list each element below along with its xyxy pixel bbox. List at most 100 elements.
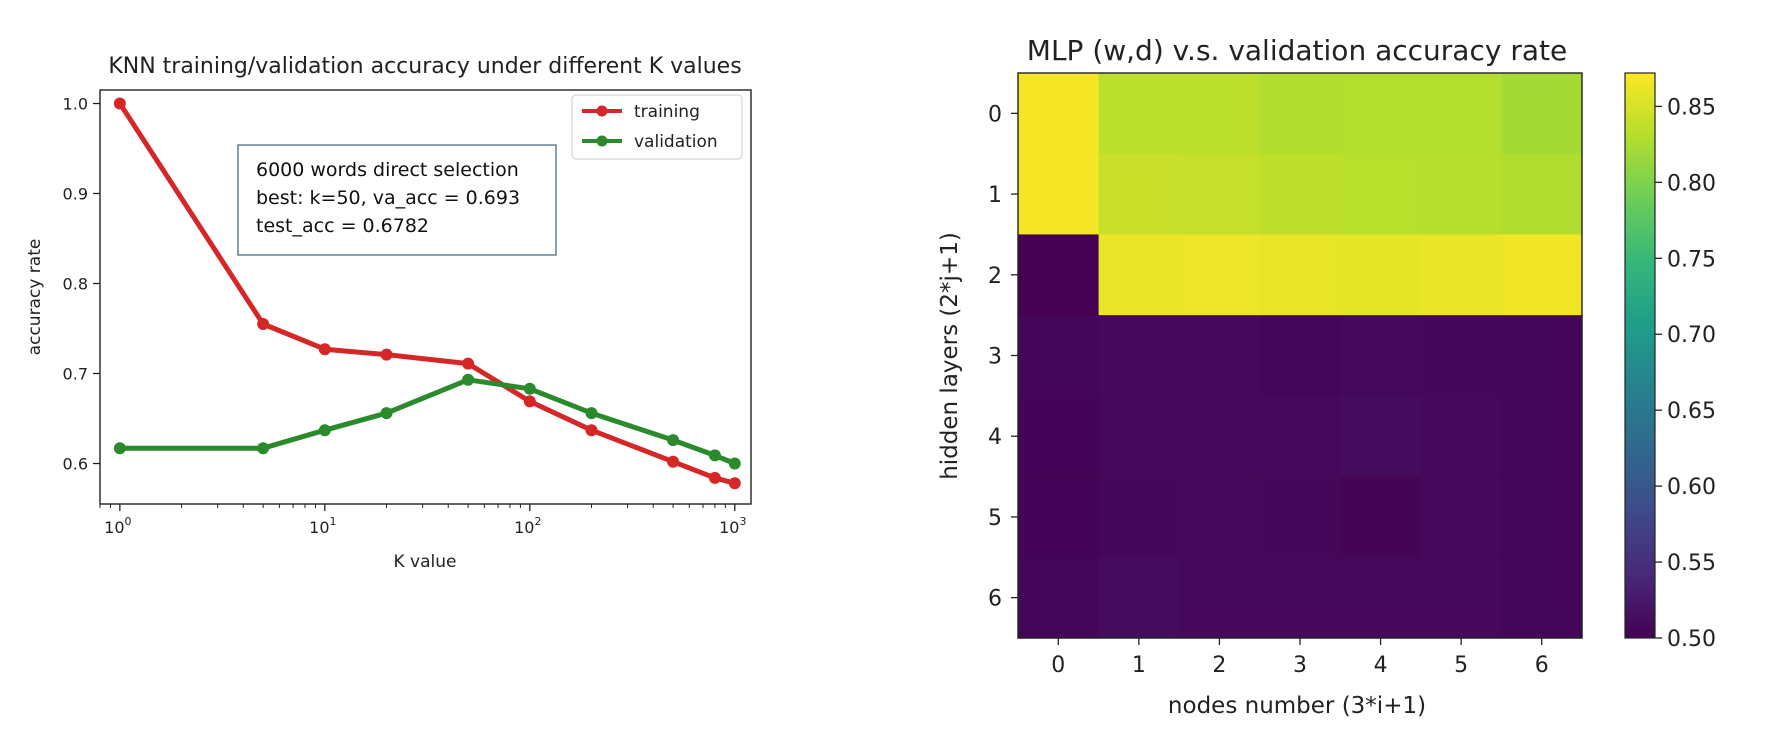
knn-xlabel: K value	[394, 552, 457, 572]
knn-x-tick-label: 100	[104, 515, 131, 537]
heatmap-cell	[1420, 73, 1503, 155]
knn-point-training	[708, 471, 721, 484]
heatmap-y-tick-label: 4	[988, 425, 1002, 450]
knn-legend: training validation	[571, 94, 743, 160]
heatmap-y-tick-label: 6	[988, 587, 1002, 612]
heatmap-cell	[1340, 153, 1422, 236]
knn-y-tick-label: 0.9	[63, 185, 88, 204]
heatmap-cell	[1098, 234, 1180, 316]
heatmap-y-tick-label: 5	[988, 506, 1002, 531]
colorbar-tick-label: 0.55	[1667, 551, 1716, 576]
knn-point-training	[113, 97, 126, 110]
knn-point-training	[318, 343, 331, 356]
heatmap-x-axis: 0 1 2 3 4 5 6	[1051, 638, 1549, 678]
knn-point-training	[585, 424, 598, 437]
knn-point-training	[380, 348, 393, 361]
heatmap-x-tick-label: 6	[1535, 653, 1549, 678]
knn-annotation-line-2: best: k=50, va_acc = 0.693	[256, 187, 520, 209]
knn-point-validation	[523, 382, 536, 395]
heatmap-cell	[1018, 234, 1100, 316]
heatmap-cell	[1340, 395, 1422, 478]
colorbar-tick-label: 0.65	[1667, 399, 1716, 424]
knn-point-validation	[380, 407, 393, 420]
colorbar-tick-label: 0.85	[1667, 95, 1716, 120]
heatmap-cell	[1098, 476, 1180, 558]
heatmap-cell	[1179, 315, 1261, 397]
heatmap-y-tick-label: 1	[988, 183, 1002, 208]
knn-point-validation	[318, 424, 331, 437]
heatmap-cell	[1179, 395, 1261, 478]
mlp-heatmap-chart: MLP (w,d) v.s. validation accuracy rate …	[937, 34, 1716, 719]
knn-series-layer	[113, 97, 741, 490]
heatmap-cell	[1501, 557, 1583, 639]
heatmap-cell	[1018, 557, 1100, 639]
knn-point-training	[728, 477, 741, 490]
heatmap-y-axis: 0 1 2 3 4 5 6	[988, 102, 1018, 612]
knn-series-line-validation	[119, 377, 736, 466]
heatmap-cell	[1501, 234, 1583, 316]
colorbar-tick-label: 0.70	[1667, 323, 1716, 348]
knn-point-validation	[257, 442, 270, 455]
knn-annotation-box: 6000 words direct selection best: k=50, …	[237, 144, 557, 256]
colorbar-tick-label: 0.50	[1667, 627, 1716, 652]
legend-training-label: training	[634, 102, 700, 122]
knn-plot-frame	[99, 89, 752, 505]
heatmap-cell	[1420, 315, 1503, 397]
colorbar	[1624, 72, 1656, 639]
knn-y-axis: 0.6 0.7 0.8 0.9 1.0	[63, 95, 100, 474]
heatmap-cell	[1259, 315, 1341, 397]
heatmap-y-tick-label: 2	[988, 264, 1002, 289]
knn-x-tick-label: 103	[719, 515, 746, 537]
heatmap-cell	[1259, 476, 1341, 558]
heatmap-cell	[1098, 557, 1180, 639]
heatmap-cell	[1018, 73, 1100, 155]
heatmap-cell	[1420, 395, 1503, 478]
knn-point-training	[667, 455, 680, 468]
knn-point-training	[462, 357, 475, 370]
knn-x-tick-label: 101	[309, 515, 336, 537]
heatmap-cell	[1340, 315, 1422, 397]
knn-ylabel: accuracy rate	[25, 239, 45, 356]
knn-chart: KNN training/validation accuracy under d…	[25, 54, 752, 572]
knn-point-validation	[462, 373, 475, 386]
heatmap-cell	[1018, 153, 1100, 236]
knn-y-tick-label: 0.8	[63, 275, 88, 294]
knn-annotation-line-3: test_acc = 0.6782	[256, 215, 429, 237]
heatmap-cell	[1098, 73, 1180, 155]
heatmap-x-tick-label: 1	[1132, 653, 1146, 678]
heatmap-cell	[1420, 153, 1503, 236]
mlp-xlabel: nodes number (3*i+1)	[1168, 693, 1426, 719]
heatmap-cell	[1420, 557, 1503, 639]
knn-point-validation	[728, 457, 741, 470]
heatmap-cell	[1340, 73, 1422, 155]
colorbar-tick-label: 0.60	[1667, 475, 1716, 500]
heatmap-cell	[1259, 153, 1341, 236]
knn-x-tick-label: 102	[514, 515, 541, 537]
heatmap-cells	[1018, 73, 1583, 639]
heatmap-x-tick-label: 4	[1374, 653, 1388, 678]
heatmap-x-tick-label: 3	[1293, 653, 1307, 678]
heatmap-x-tick-label: 2	[1212, 653, 1226, 678]
heatmap-x-tick-label: 0	[1051, 653, 1065, 678]
knn-x-axis: 100 101 102 103	[99, 504, 746, 537]
heatmap-cell	[1098, 153, 1180, 236]
heatmap-y-tick-label: 0	[988, 102, 1002, 127]
knn-title: KNN training/validation accuracy under d…	[108, 54, 741, 79]
heatmap-cell	[1179, 476, 1261, 558]
heatmap-x-tick-label: 5	[1454, 653, 1468, 678]
heatmap-cell	[1420, 476, 1503, 558]
heatmap-cell	[1259, 395, 1341, 478]
heatmap-cell	[1018, 476, 1100, 558]
heatmap-cell	[1259, 557, 1341, 639]
colorbar-tick-label: 0.80	[1667, 171, 1716, 196]
heatmap-y-tick-label: 3	[988, 345, 1002, 370]
heatmap-cell	[1501, 476, 1583, 558]
heatmap-cell	[1501, 73, 1583, 155]
heatmap-cell	[1098, 395, 1180, 478]
knn-point-training	[523, 395, 536, 408]
knn-y-tick-label: 1.0	[63, 95, 88, 114]
mlp-ylabel: hidden layers (2*j+1)	[937, 232, 963, 480]
knn-annotation-line-1: 6000 words direct selection	[256, 159, 519, 181]
knn-point-validation	[585, 407, 598, 420]
